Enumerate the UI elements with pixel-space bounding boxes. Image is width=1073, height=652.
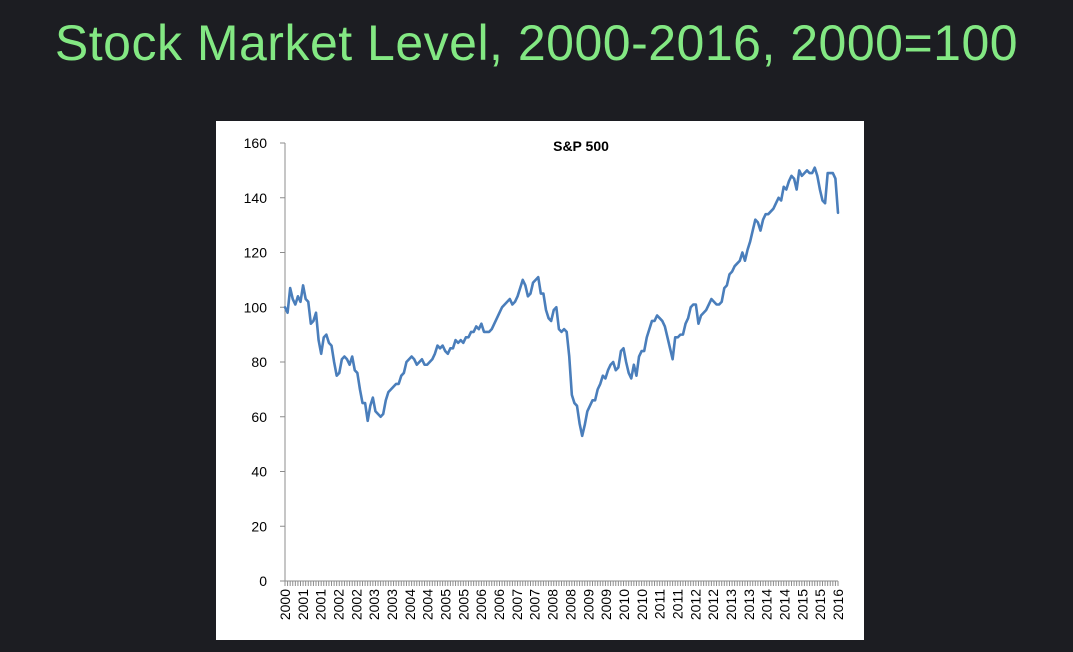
x-tick-label: 2010 <box>634 589 650 620</box>
x-tick-label: 2013 <box>723 589 739 620</box>
x-tick-label: 2004 <box>402 589 418 620</box>
x-tick-label: 2011 <box>669 589 685 619</box>
x-tick-label: 2009 <box>598 589 614 620</box>
x-tick-label: 2006 <box>491 589 507 620</box>
y-tick-label: 0 <box>259 573 267 589</box>
x-tick-label: 2012 <box>687 589 703 620</box>
sp500-series-line <box>283 166 840 438</box>
x-tick-label: 2015 <box>794 589 810 620</box>
slide-title: Stock Market Level, 2000-2016, 2000=100 <box>54 15 1019 71</box>
y-tick-label: 40 <box>251 464 267 480</box>
x-tick-label: 2005 <box>455 589 471 620</box>
x-tick-label: 2009 <box>580 589 596 620</box>
y-tick-label: 100 <box>244 299 268 315</box>
x-tick-label: 2015 <box>812 589 828 620</box>
x-tick-label: 2011 <box>652 589 668 619</box>
x-tick-label: 2007 <box>527 589 543 620</box>
x-axis: 2000 2001 2001 2002 2002 2003 2003 2004 2004 2005… <box>277 580 846 620</box>
x-tick-label: 2003 <box>366 589 382 620</box>
x-tick-label: 2010 <box>616 589 632 620</box>
y-tick-label: 160 <box>244 135 268 151</box>
y-axis: 0 20 40 60 80 100 120 140 160 <box>244 135 286 589</box>
x-tick-label: 2007 <box>509 589 525 620</box>
x-tick-label: 2013 <box>741 589 757 620</box>
x-tick-label: 2008 <box>562 589 578 620</box>
x-tick-label: 2008 <box>545 589 561 620</box>
y-tick-label: 20 <box>251 518 267 534</box>
y-tick-label: 140 <box>244 190 268 206</box>
x-tick-label: 2014 <box>776 589 792 620</box>
x-tick-label: 2002 <box>348 589 364 620</box>
x-tick-label: 2014 <box>759 589 775 620</box>
x-tick-label: 2012 <box>705 589 721 620</box>
x-tick-label: 2001 <box>313 589 329 620</box>
x-tick-label: 2005 <box>438 589 454 620</box>
chart-title: S&P 500 <box>553 138 609 154</box>
chart-panel: S&P 500 0 20 40 60 80 100 120 140 160 2000 2001 20… <box>216 121 864 640</box>
x-tick-label: 2006 <box>473 589 489 620</box>
x-tick-label: 2002 <box>331 589 347 620</box>
x-tick-label: 2003 <box>384 589 400 620</box>
x-tick-label: 2004 <box>420 589 436 620</box>
y-tick-label: 80 <box>251 354 267 370</box>
y-tick-label: 60 <box>251 409 267 425</box>
x-tick-label: 2001 <box>295 589 311 620</box>
y-tick-label: 120 <box>244 245 268 261</box>
series-group <box>283 166 840 438</box>
x-tick-label: 2000 <box>277 589 293 620</box>
x-tick-label: 2016 <box>830 589 846 620</box>
